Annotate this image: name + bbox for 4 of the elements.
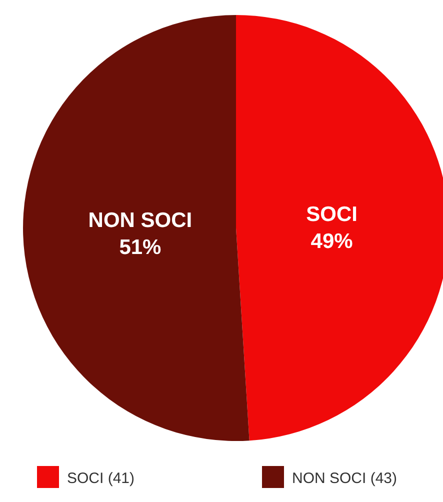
legend-label: NON SOCI (43) bbox=[292, 470, 398, 487]
data-label: NON SOCI 51% bbox=[88, 209, 192, 260]
data-label: SOCI 49% bbox=[306, 202, 358, 253]
legend-label: SOCI (41) bbox=[67, 470, 135, 487]
